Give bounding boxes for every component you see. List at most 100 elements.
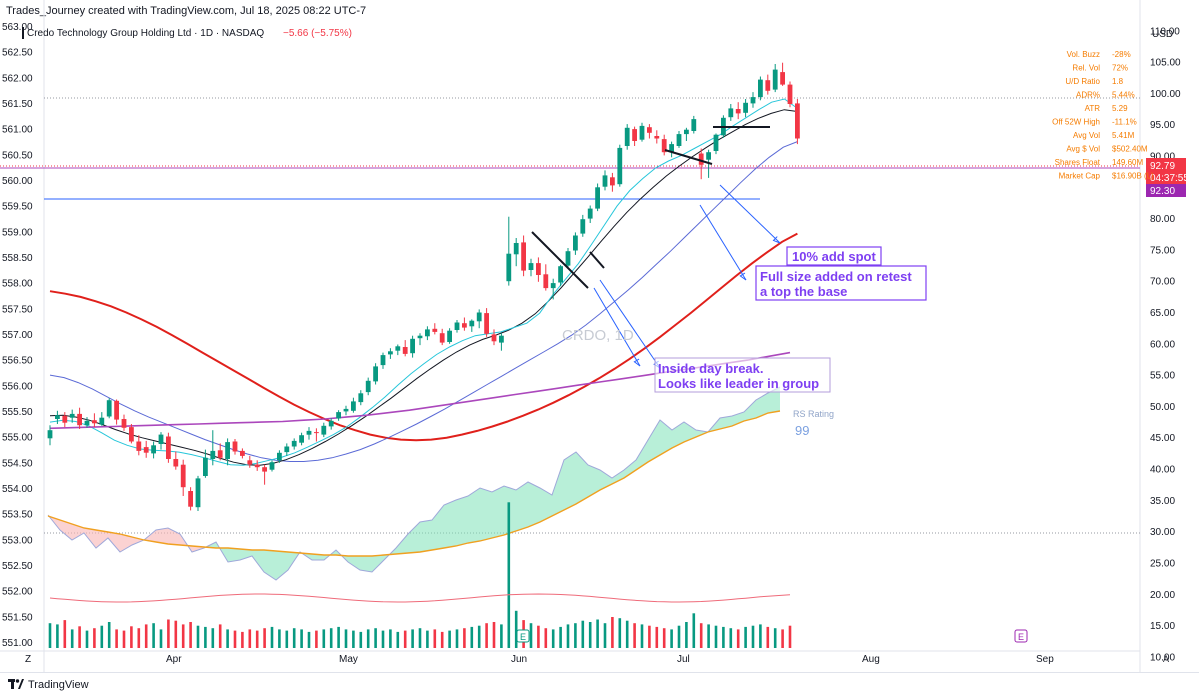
volume-bar: [359, 631, 363, 648]
candle-body: [469, 320, 475, 327]
volume-bar: [366, 629, 370, 648]
volume-bar: [699, 623, 703, 648]
last-price-badge: 92.79 04:37:55: [1146, 158, 1189, 184]
drawings[interactable]: [531, 126, 788, 369]
volume-bar: [63, 620, 67, 648]
volume-bar: [574, 623, 577, 648]
candle-body: [240, 450, 245, 456]
volume-bar: [640, 624, 644, 648]
volume-bar: [329, 628, 333, 648]
volume-bar: [537, 625, 540, 648]
stats-table: Vol. Buzz -28% Rel. Vol 72% U/D Ratio 1.8 ADR%…: [1052, 50, 1154, 181]
volume-bar: [292, 628, 296, 648]
volume-bar: [196, 625, 200, 648]
volume-bar: [85, 630, 89, 648]
stats-label: Avg Vol: [1073, 131, 1100, 140]
candle-body: [62, 415, 68, 423]
volume-bar: [633, 623, 636, 648]
earnings-marker-sep[interactable]: E: [1014, 629, 1028, 643]
left-axis-tick: 553.00: [2, 535, 33, 546]
stats-label: Market Cap: [1059, 172, 1101, 181]
candle-body: [395, 346, 401, 351]
candle-body: [580, 219, 586, 234]
candle-body: [595, 187, 600, 209]
candle-body: [610, 177, 615, 186]
legend-marker: [22, 27, 24, 39]
candle-body: [269, 462, 275, 470]
left-axis-tick: 554.50: [2, 458, 33, 469]
candle-body: [765, 80, 771, 91]
candle-body: [306, 430, 312, 435]
price-change: −5.66 (−5.75%): [283, 28, 352, 39]
volume-bar: [470, 626, 474, 648]
candle-body: [632, 129, 637, 141]
price-chart[interactable]: 110.00105.00100.0095.0090.0085.0080.0075…: [0, 0, 1199, 672]
candle-body: [380, 355, 386, 366]
volume-bar: [389, 629, 392, 648]
left-axis-tick: 560.50: [2, 150, 33, 161]
volume-bar: [492, 622, 496, 648]
candle-body: [232, 441, 238, 452]
candle-body: [373, 366, 378, 382]
svg-text:Looks like leader in group: Looks like leader in group: [658, 376, 819, 391]
volume-bar: [374, 628, 377, 648]
volume-bar: [152, 623, 155, 648]
currency-label[interactable]: USD: [1152, 29, 1173, 40]
volume-bar: [241, 631, 244, 648]
right-axis-tick: 90.00: [1150, 152, 1175, 163]
right-axis-tick: 65.00: [1150, 308, 1175, 319]
stats-label: ADR%: [1076, 91, 1100, 100]
left-axis-tick: 562.50: [2, 48, 33, 59]
right-axis-tick: 70.00: [1150, 277, 1175, 288]
candle-body: [217, 450, 223, 458]
left-axis-tick: 555.00: [2, 433, 33, 444]
volume-bar: [381, 630, 385, 648]
candle-body: [713, 134, 719, 151]
volume-bar: [270, 626, 274, 648]
volume-bar: [396, 631, 400, 648]
volume-bar: [588, 622, 592, 648]
candles[interactable]: [47, 62, 800, 511]
right-axis-tick: 35.00: [1150, 496, 1175, 507]
right-axis-tick: 75.00: [1150, 245, 1175, 256]
svg-text:a top the base: a top the base: [760, 284, 847, 299]
candle-body: [639, 125, 645, 140]
volume-bar: [78, 626, 81, 648]
volume-bar: [744, 626, 747, 648]
volume-bar: [648, 625, 651, 648]
candle-body: [647, 127, 652, 133]
x-axis-tick: Aug: [862, 654, 880, 665]
candle-body: [573, 235, 578, 251]
stats-label: Vol. Buzz: [1067, 50, 1100, 59]
ma-ma-black: [49, 109, 798, 466]
candle-body: [772, 69, 778, 90]
volume-bar: [736, 629, 740, 648]
candle-body: [558, 266, 563, 283]
candle-body: [587, 208, 593, 219]
stats-value: -28%: [1112, 50, 1131, 59]
right-axis-tick: 15.00: [1150, 621, 1175, 632]
annotation-inside-day[interactable]: Inside day break. Looks like leader in g…: [654, 357, 831, 393]
volume-bar: [485, 623, 488, 648]
earnings-marker-jun[interactable]: E: [516, 629, 530, 643]
candle-body: [617, 147, 623, 185]
arrow-inside-day-2-head: [633, 358, 641, 367]
volume-bar: [788, 625, 792, 648]
right-axis-tick: 100.00: [1150, 89, 1181, 100]
candle-body: [203, 457, 208, 476]
volume-bar: [692, 613, 696, 648]
annotation-full-size[interactable]: Full size added on retest a top the base: [755, 265, 927, 301]
symbol-legend: Credo Technology Group Holding Ltd · 1D …: [27, 28, 264, 39]
top-bar: Trades_Journey created with TradingView.…: [0, 0, 1199, 20]
volume-bar: [722, 626, 725, 648]
volume-bar: [418, 628, 422, 648]
trendline-1: [531, 231, 589, 289]
stats-label: Avg $ Vol: [1066, 145, 1100, 154]
volume-bar: [218, 624, 222, 648]
candle-body: [624, 127, 630, 146]
candle-body: [795, 103, 800, 139]
candle-body: [750, 97, 756, 104]
volume-bar: [611, 617, 614, 648]
annotation-add-spot[interactable]: 10% add spot: [786, 246, 882, 266]
candle-body: [180, 464, 186, 488]
